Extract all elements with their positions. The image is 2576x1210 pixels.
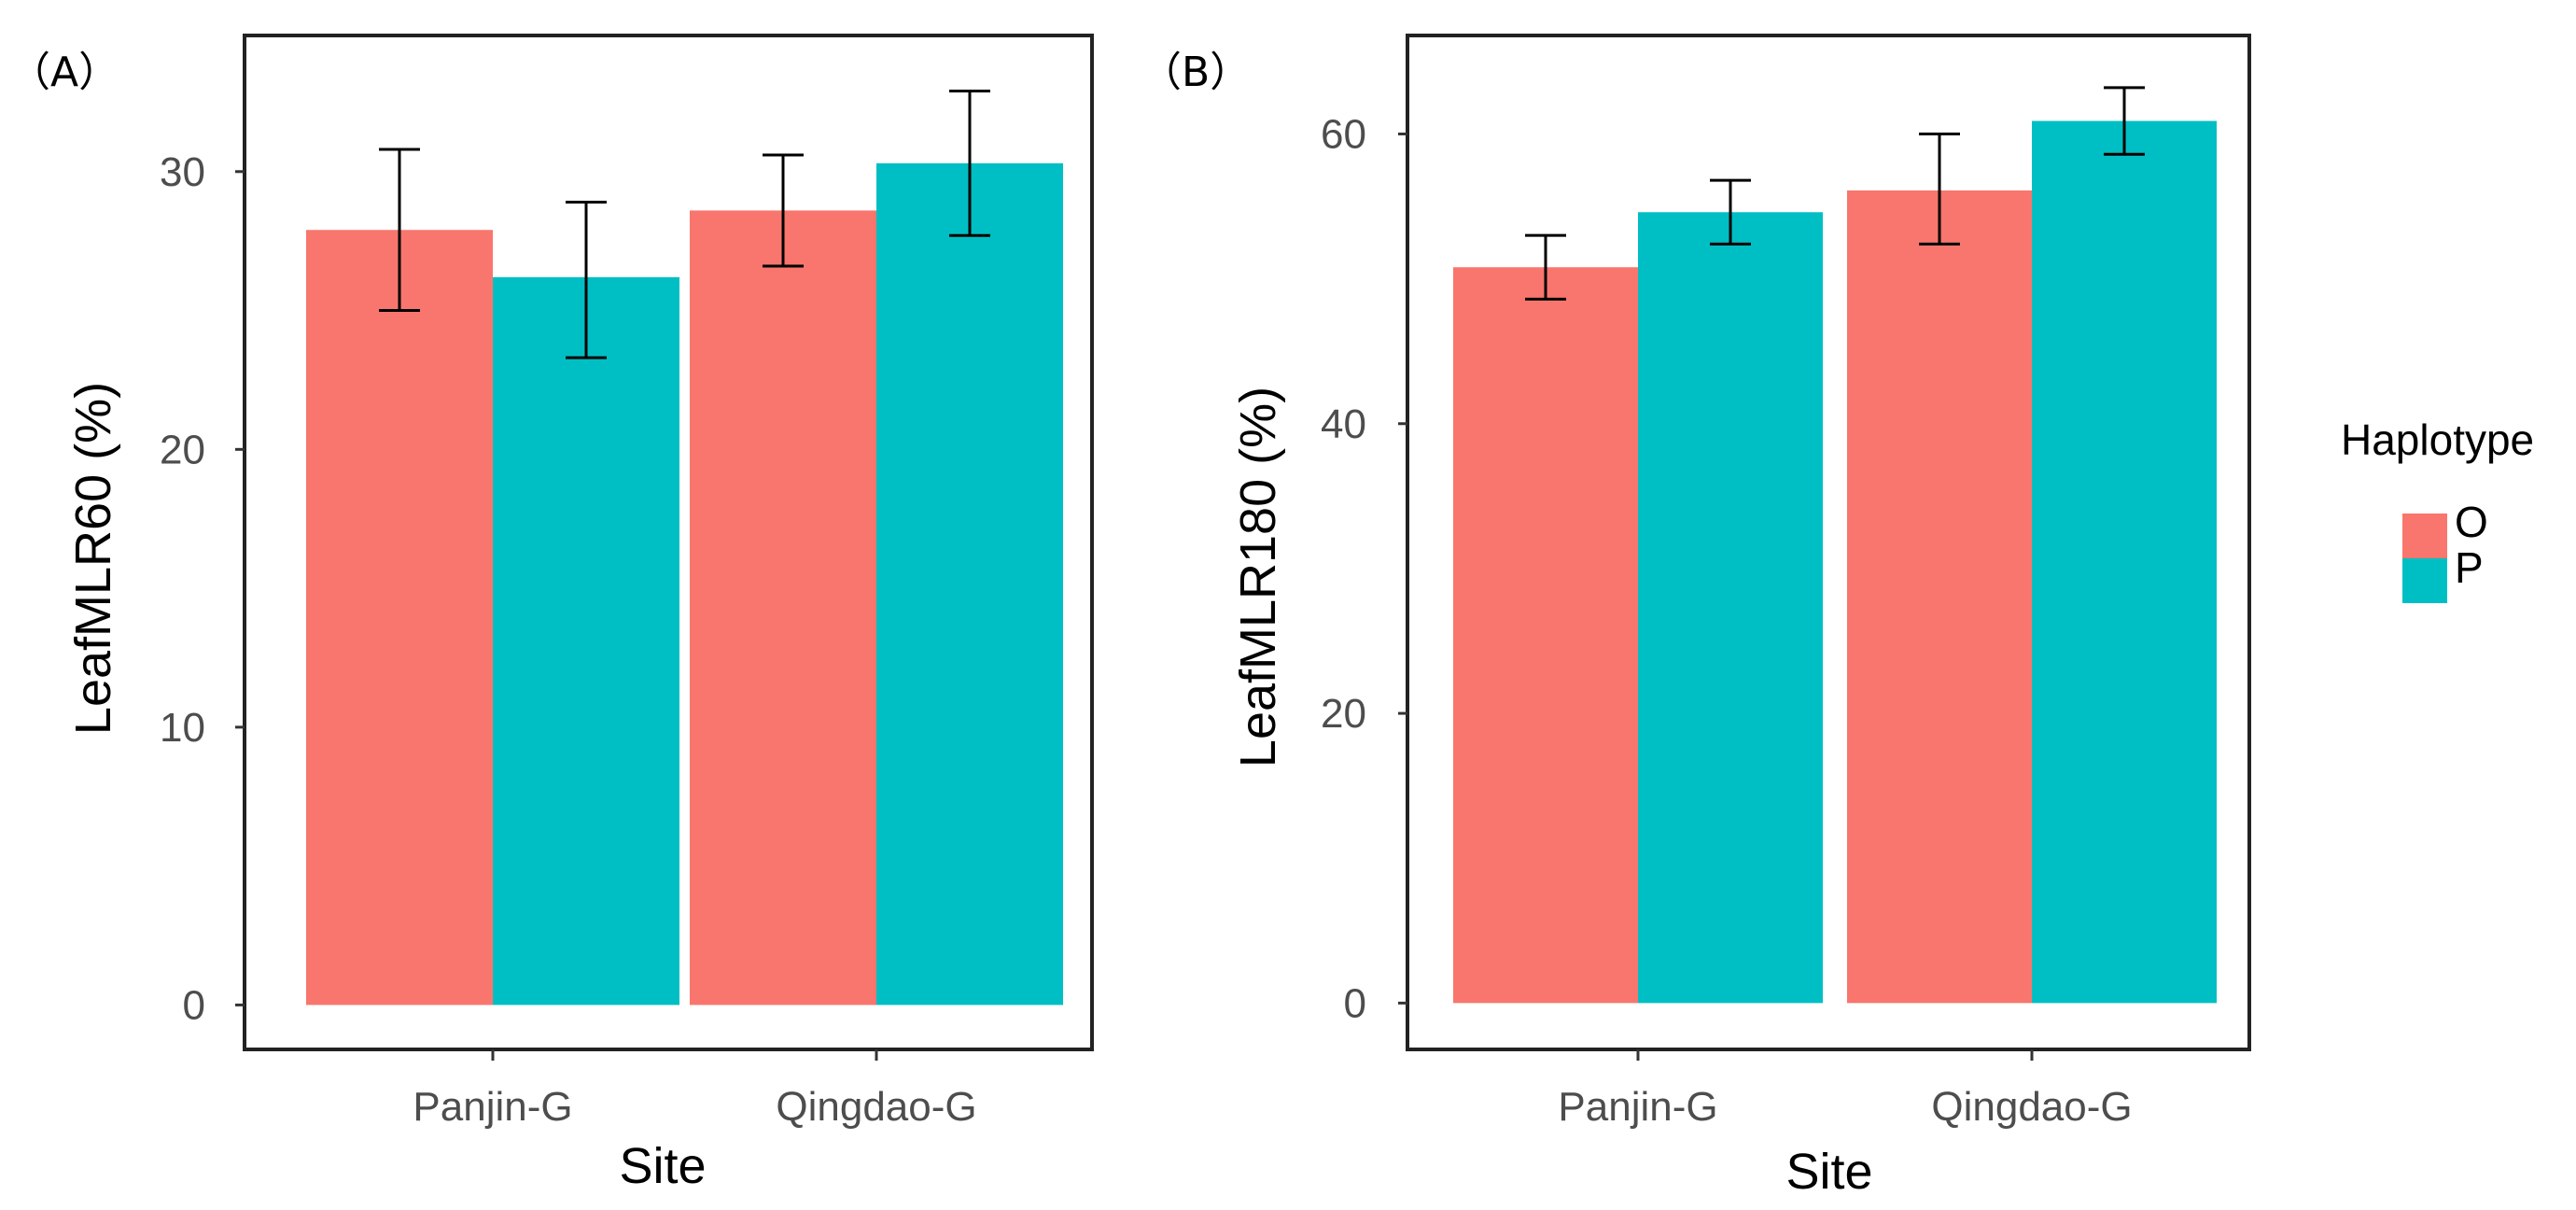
panel-a-bar-o-panjin-g	[306, 230, 493, 1006]
legend-swatch-p	[2402, 558, 2447, 603]
panel-b-y-tick-label-40: 40	[1321, 401, 1366, 447]
legend-label-p: P	[2455, 543, 2484, 592]
panel-b-bar-o-qingdao-g	[1847, 190, 2032, 1004]
panel-a-bar-p-panjin-g	[493, 276, 679, 1006]
panel-b-y-tick-label-20: 20	[1321, 691, 1366, 737]
panel-b-x-axis-title: Site	[1785, 1144, 1872, 1200]
panel-a-label: （A）	[9, 49, 119, 96]
panel-b-label: （B）	[1141, 49, 1251, 96]
panel-b-x-tick-label-0: Panjin-G	[1558, 1084, 1717, 1130]
panel-a-bar-o-qingdao-g	[690, 210, 876, 1006]
panel-a-bar-p-qingdao-g	[876, 162, 1063, 1006]
panel-a-marks: 0 10 20 30 Panjin-G Qingdao-G	[160, 90, 1063, 1130]
legend-swatch-o	[2402, 514, 2447, 558]
panel-b-bar-p-panjin-g	[1638, 212, 1823, 1004]
panel-a-x-tick-label-0: Panjin-G	[413, 1084, 572, 1130]
panel-a-y-tick-label-10: 10	[160, 705, 205, 751]
panel-a-frame	[243, 34, 1094, 1051]
legend-label-o: O	[2455, 498, 2488, 546]
panel-b-y-axis-title: LeafMLR180 (%)	[1230, 387, 1286, 767]
panel-b-bar-p-qingdao-g	[2032, 120, 2217, 1004]
panel-b: （B） 0 20 40 60 Panjin-G Qingdao-G LeafMLR180 …	[1141, 34, 2251, 1200]
panel-b-x-tick-label-1: Qingdao-G	[1931, 1084, 2132, 1130]
panel-a-x-axis-title: Site	[619, 1138, 706, 1194]
panel-b-frame	[1406, 34, 2251, 1051]
panel-a-y-tick-label-30: 30	[160, 149, 205, 195]
panel-b-y-tick-label-0: 0	[1344, 980, 1366, 1026]
panel-a-y-tick-label-20: 20	[160, 427, 205, 472]
panel-b-marks: 0 20 40 60 Panjin-G Qingdao-G	[1321, 86, 2217, 1130]
panel-b-bar-o-panjin-g	[1453, 267, 1638, 1004]
panel-a-x-tick-label-1: Qingdao-G	[776, 1084, 976, 1130]
panel-a: （A） 0 10 20 30 Panjin-G Qingdao-G LeafMLR60 (…	[9, 34, 1094, 1194]
panel-b-y-tick-label-60: 60	[1321, 111, 1366, 157]
panel-a-y-axis-title: LeafMLR60 (%)	[65, 382, 121, 735]
legend-title: Haplotype	[2341, 415, 2534, 464]
legend: Haplotype O P	[2341, 415, 2534, 603]
panel-a-y-tick-label-0: 0	[183, 982, 205, 1028]
